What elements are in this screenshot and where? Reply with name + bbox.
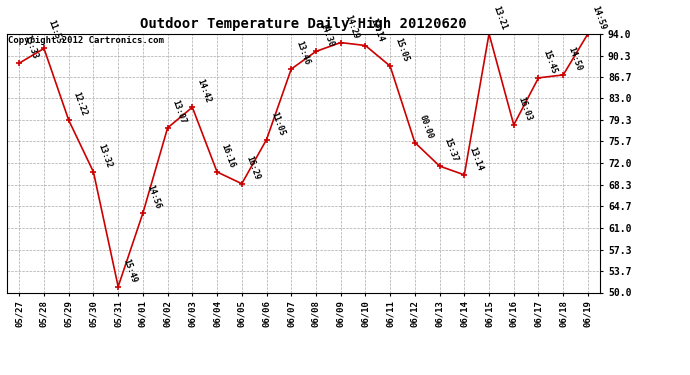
Text: 16:03: 16:03	[517, 96, 533, 122]
Title: Outdoor Temperature Daily High 20120620: Outdoor Temperature Daily High 20120620	[140, 17, 467, 31]
Text: 13:32: 13:32	[96, 142, 113, 169]
Text: 14:30: 14:30	[319, 22, 336, 49]
Text: 13:33: 13:33	[22, 34, 39, 60]
Text: 13:14: 13:14	[467, 146, 484, 172]
Text: 16:29: 16:29	[244, 154, 262, 181]
Text: 13:21: 13:21	[492, 4, 509, 31]
Text: 15:45: 15:45	[541, 48, 558, 75]
Text: 15:05: 15:05	[393, 37, 410, 63]
Text: 16:16: 16:16	[220, 142, 237, 169]
Text: 00:00: 00:00	[417, 113, 435, 140]
Text: Copyright 2012 Cartronics.com: Copyright 2012 Cartronics.com	[8, 36, 164, 45]
Text: 15:37: 15:37	[442, 137, 460, 163]
Text: 13:46: 13:46	[294, 40, 311, 66]
Text: 13:07: 13:07	[170, 99, 188, 125]
Text: 12:22: 12:22	[72, 91, 88, 117]
Text: 14:29: 14:29	[344, 13, 360, 40]
Text: 12:14: 12:14	[368, 16, 385, 43]
Text: 14:56: 14:56	[146, 184, 163, 210]
Text: 14:42: 14:42	[195, 78, 212, 105]
Text: 11:55: 11:55	[47, 19, 63, 46]
Text: 14:59: 14:59	[591, 4, 608, 31]
Text: 15:49: 15:49	[121, 257, 138, 284]
Text: 11:05: 11:05	[269, 110, 286, 137]
Text: 14:50: 14:50	[566, 46, 583, 72]
